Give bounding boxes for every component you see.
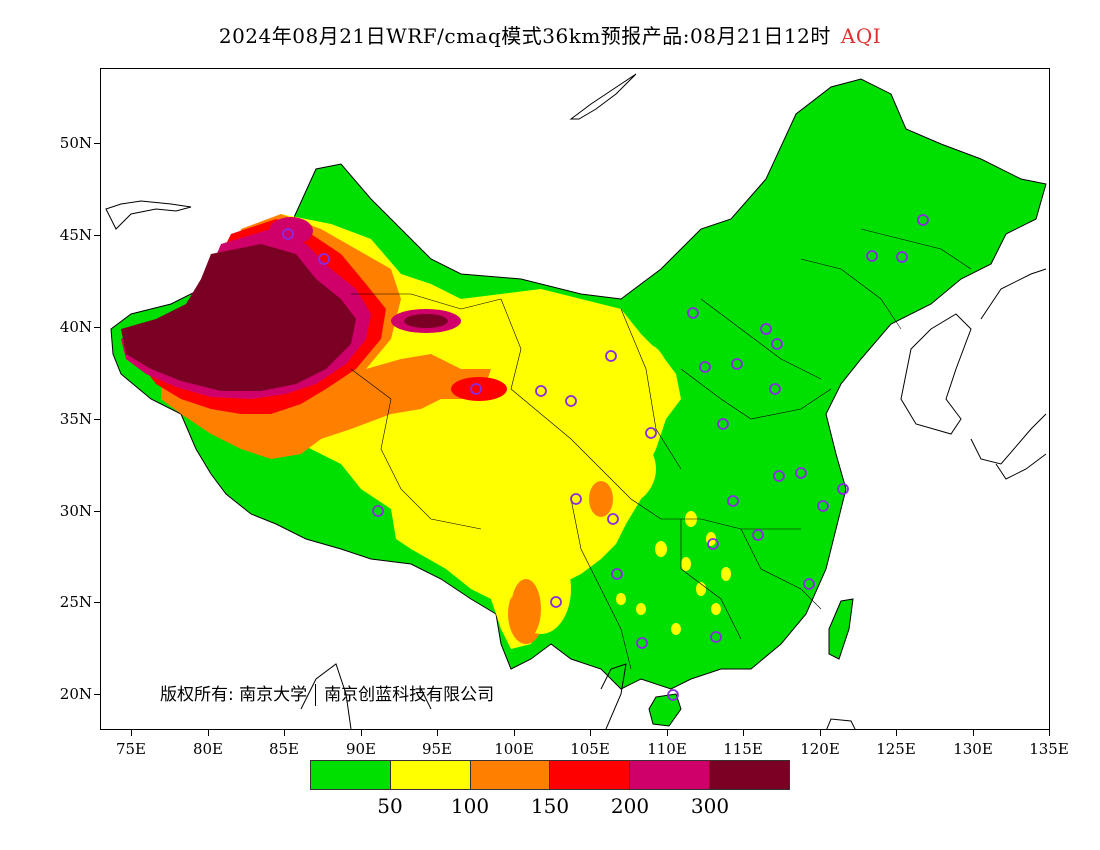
aqi-100-spots [616,511,731,635]
y-tick-label: 35N [59,410,92,428]
hotspot-qaidam-core [404,314,448,328]
copyright-org-2: 南京创蓝科技有限公司 [324,685,495,705]
x-tick-label: 90E [345,740,377,758]
legend-label: 100 [450,794,490,818]
legend-label: 50 [377,794,403,818]
legend-label: 300 [690,794,730,818]
indochina-coastline [300,663,856,729]
x-tick-label: 75E [115,740,147,758]
aqi-150-patch-yunnan2 [511,579,541,639]
hainan [648,693,682,727]
caspian-coastline [105,200,192,230]
aqi-100-patch-sichuan [566,429,656,509]
y-tick-label: 50N [59,134,92,152]
aqi-100-patch-shanxi [621,344,671,434]
copyright-label: 版权所有: [160,685,234,705]
hotspot-dzungaria [269,217,313,245]
y-tick-label: 30N [59,502,92,520]
map-title: 2024年08月21日WRF/cmaq模式36km预报产品:08月21日12时 A… [0,20,1100,49]
x-tick-label: 130E [953,740,993,758]
korea-japan-coastline [900,268,1047,480]
title-text: 2024年08月21日WRF/cmaq模式36km预报产品:08月21日12时 [218,24,831,48]
y-tick-label: 20N [59,685,92,703]
x-tick-label: 125E [876,740,916,758]
aqi-map [101,69,1049,729]
legend-swatch [629,761,710,789]
x-tick-label: 135E [1029,740,1069,758]
legend-swatch [311,761,390,789]
legend-swatch [389,761,470,789]
province-borders [350,228,972,670]
lake-baikal [569,73,637,120]
legend-label: 200 [610,794,650,818]
y-tick-label: 45N [59,226,92,244]
copyright-separator [315,684,317,706]
legend-swatch [709,761,789,789]
y-tick-label: 40N [59,318,92,336]
x-tick-label: 120E [800,740,840,758]
copyright-org-1: 南京大学 [239,685,308,705]
x-tick-label: 95E [421,740,453,758]
y-tick-label: 25N [59,593,92,611]
taiwan [828,598,854,660]
color-legend [310,760,790,790]
legend-swatch [549,761,630,789]
x-tick-label: 105E [570,740,610,758]
legend-label: 150 [530,794,570,818]
map-frame [100,68,1050,730]
x-tick-label: 100E [494,740,534,758]
x-tick-label: 85E [268,740,300,758]
copyright-notice: 版权所有: 南京大学 南京创蓝科技有限公司 [160,680,494,706]
x-tick-label: 115E [723,740,763,758]
x-tick-label: 80E [192,740,224,758]
legend-swatch [469,761,550,789]
city-markers [282,214,929,701]
title-variable: AQI [840,24,882,48]
hotspot-qinghai [451,377,507,401]
x-tick-label: 110E [647,740,687,758]
aqi-max-region [121,244,356,391]
aqi-150-patch-sichuan [589,481,613,517]
